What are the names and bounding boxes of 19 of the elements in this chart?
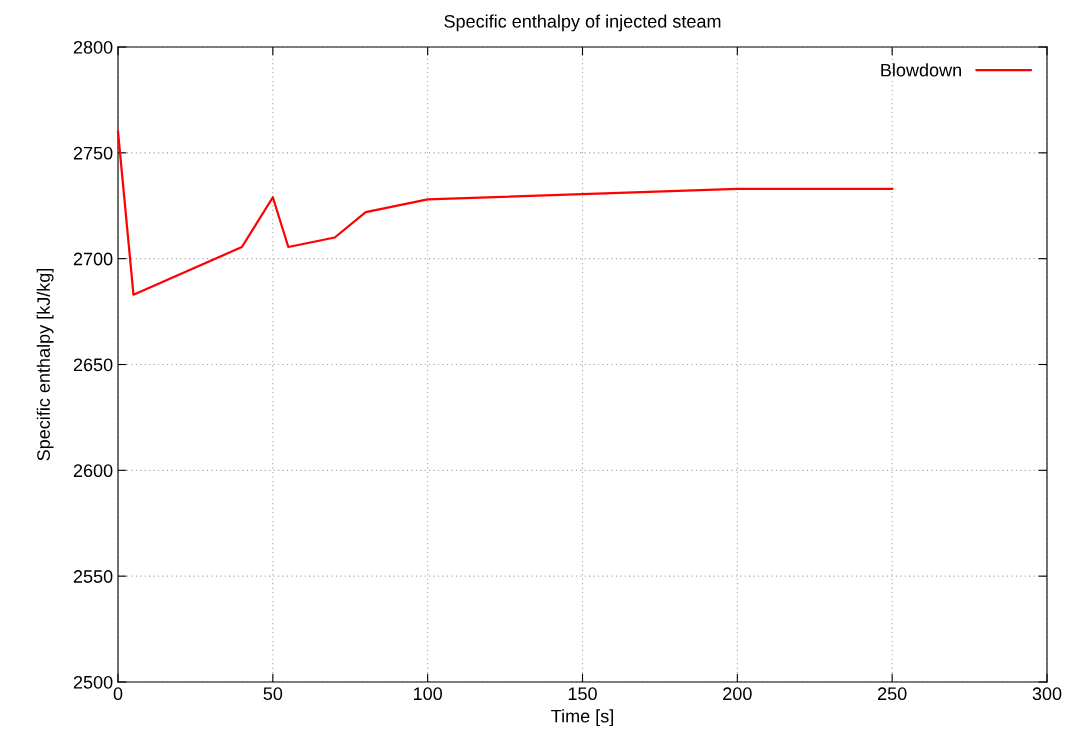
x-tick-label: 50 <box>263 687 283 701</box>
y-tick-label: 2800 <box>73 40 113 54</box>
y-tick-label: 2500 <box>73 675 113 689</box>
legend-label: Blowdown <box>881 63 961 77</box>
x-tick-label: 0 <box>113 687 123 701</box>
x-tick-label: 150 <box>568 687 597 701</box>
line-series <box>116 130 894 296</box>
y-tick-label: 2550 <box>73 570 113 583</box>
y-axis-title: Specific enthalpy [kJ/kg] <box>36 268 54 461</box>
x-tick-label: 300 <box>1032 687 1062 701</box>
y-tick-label: 2750 <box>73 146 113 160</box>
y-tick-label: 2600 <box>73 464 113 478</box>
x-tick-label: 100 <box>413 687 443 701</box>
y-tick-label: 2650 <box>73 358 113 372</box>
y-tick-label: 2700 <box>73 252 113 266</box>
chart-title: Specific enthalpy of injected steam <box>444 14 721 32</box>
x-tick-label: 250 <box>878 687 907 701</box>
x-axis-title: Time [s] <box>551 709 613 727</box>
x-tick-label: 200 <box>723 687 752 701</box>
